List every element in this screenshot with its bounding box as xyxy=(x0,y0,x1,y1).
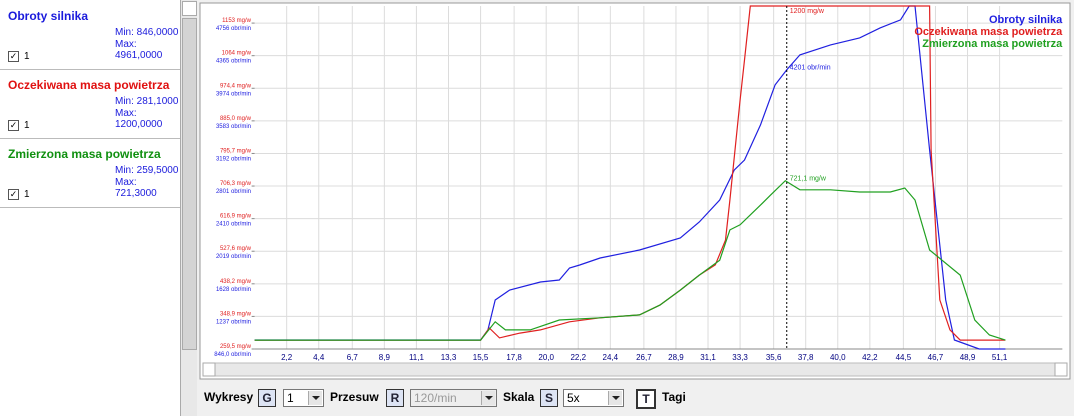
x-tick-label: 4,4 xyxy=(313,353,325,362)
zoom-select[interactable]: 5x xyxy=(563,389,624,407)
y2-tick-label: 2410 obr/min xyxy=(216,222,251,228)
x-tick-label: 33,3 xyxy=(732,353,748,362)
sensor-panel: Obroty silnika Min: 846,0000 Max: 4961,000… xyxy=(0,0,181,416)
cursor-label: 4201 obr/min xyxy=(790,64,831,71)
x-tick-label: 35,6 xyxy=(766,353,782,362)
tags-label: Tagi xyxy=(662,390,686,404)
x-tick-label: 6,7 xyxy=(347,353,359,362)
y-tick-label: 885,0 mg/w xyxy=(220,116,252,122)
scale-key[interactable]: S xyxy=(540,389,558,407)
y2-tick-label: 3583 obr/min xyxy=(216,124,251,130)
sensor-min: Min: 846,0000 xyxy=(115,27,179,38)
x-tick-label: 17,8 xyxy=(506,353,522,362)
y2-tick-label: 4756 obr/min xyxy=(216,26,251,32)
sensor: Obroty silnika Min: 846,0000 Max: 4961,000… xyxy=(0,0,180,70)
sensor-name: Oczekiwana masa powietrza xyxy=(8,78,170,92)
chart-frame xyxy=(199,2,1071,380)
series-line xyxy=(254,5,1006,341)
checkbox[interactable]: ✓ xyxy=(8,120,19,131)
y-tick-label: 438,2 mg/w xyxy=(220,279,252,285)
sensor-max: Max: 4961,0000 xyxy=(115,39,163,61)
checkbox-label: 1 xyxy=(24,120,30,131)
y2-tick-label: 4365 obr/min xyxy=(216,59,251,65)
sensor-min: Min: 259,5000 xyxy=(115,165,179,176)
checkbox[interactable]: ✓ xyxy=(8,51,19,62)
x-tick-label: 46,7 xyxy=(928,353,944,362)
cursor-label: 1200 mg/w xyxy=(790,8,825,15)
x-tick-label: 11,1 xyxy=(409,353,425,362)
sensor: Zmierzona masa powietrza Min: 259,5000 Max… xyxy=(0,138,180,208)
y-tick-label: 259,5 mg/w xyxy=(220,344,252,350)
charts-label: Wykresy xyxy=(204,390,254,404)
x-tick-label: 37,8 xyxy=(798,353,814,362)
scroll-right xyxy=(1054,362,1068,377)
y2-tick-label: 1237 obr/min xyxy=(216,319,251,325)
x-tick-label: 51,1 xyxy=(992,353,1008,362)
cursor-label: 721,1 mg/w xyxy=(790,176,827,183)
x-tick-label: 8,9 xyxy=(379,353,391,362)
sensor-max: Max: 721,3000 xyxy=(115,177,157,199)
y-tick-label: 706,3 mg/w xyxy=(220,181,252,187)
y2-tick-label: 1628 obr/min xyxy=(216,287,251,293)
legend-entry: Oczekiwana masa powietrza xyxy=(914,26,1063,38)
checkbox-label: 1 xyxy=(24,189,30,200)
x-tick-label: 42,2 xyxy=(862,353,878,362)
horizontal-scrollbar[interactable] xyxy=(202,362,1068,377)
x-tick-label: 20,0 xyxy=(538,353,554,362)
sensor-name: Obroty silnika xyxy=(8,9,89,23)
sensor-min: Min: 281,1000 xyxy=(115,96,179,107)
y2-tick-label: 2019 obr/min xyxy=(216,254,251,260)
y2-tick-label: 2801 obr/min xyxy=(216,189,251,195)
y2-tick-label: 846,0 obr/min xyxy=(214,352,251,358)
legend-entry: Obroty silnika xyxy=(989,14,1063,26)
shift-label: Przesuw xyxy=(330,390,379,404)
zoom: 5x xyxy=(567,391,580,405)
y-tick-label: 1064 mg/w xyxy=(222,51,252,57)
x-tick-label: 15,5 xyxy=(473,353,489,362)
y-tick-label: 795,7 mg/w xyxy=(220,148,252,154)
series-line xyxy=(254,179,1006,341)
y-tick-label: 1153 mg/w xyxy=(222,18,252,24)
x-tick-label: 31,1 xyxy=(700,353,716,362)
checkbox-label: 1 xyxy=(24,51,30,62)
y-tick-label: 348,9 mg/w xyxy=(220,311,252,317)
tags-key[interactable]: T xyxy=(636,389,656,409)
charts-key[interactable]: G xyxy=(258,389,276,407)
charts-select[interactable]: 1 xyxy=(283,389,324,407)
chart: 2,2 4,4 6,7 8,9 11,1 13,3 15,5 17,8 20,0 22,2 24,4… xyxy=(199,2,1071,380)
rate-select[interactable]: 120/min xyxy=(410,389,497,407)
y2-tick-label: 3192 obr/min xyxy=(216,156,251,162)
scale-label: Skala xyxy=(503,390,535,404)
y-tick-label: 616,9 mg/w xyxy=(220,214,252,220)
x-tick-label: 24,4 xyxy=(603,353,619,362)
sensor-max: Max: 1200,0000 xyxy=(115,108,163,130)
y-tick-label: 974,4 mg/w xyxy=(220,83,252,89)
x-tick-label: 26,7 xyxy=(636,353,652,362)
x-tick-label: 40,0 xyxy=(830,353,846,362)
y2-tick-label: 3974 obr/min xyxy=(216,91,251,97)
y-tick-label: 527,6 mg/w xyxy=(220,246,252,252)
sensor: Oczekiwana masa powietrza Min: 281,1000 Ma… xyxy=(0,69,180,139)
checkbox[interactable]: ✓ xyxy=(8,189,19,200)
scroll-left xyxy=(202,362,216,377)
x-tick-label: 13,3 xyxy=(441,353,457,362)
shift-key[interactable]: R xyxy=(386,389,404,407)
rate: 120/min xyxy=(414,391,457,405)
x-tick-label: 28,9 xyxy=(668,353,684,362)
x-tick-label: 22,2 xyxy=(570,353,586,362)
vertical-scrollbar[interactable] xyxy=(181,0,197,416)
legend-entry: Zmierzona masa powietrza xyxy=(922,38,1063,50)
x-tick-label: 44,5 xyxy=(896,353,912,362)
charts-count: 1 xyxy=(287,391,294,405)
x-tick-label: 2,2 xyxy=(281,353,293,362)
sensor-name: Zmierzona masa powietrza xyxy=(8,147,161,161)
x-tick-label: 48,9 xyxy=(960,353,976,362)
